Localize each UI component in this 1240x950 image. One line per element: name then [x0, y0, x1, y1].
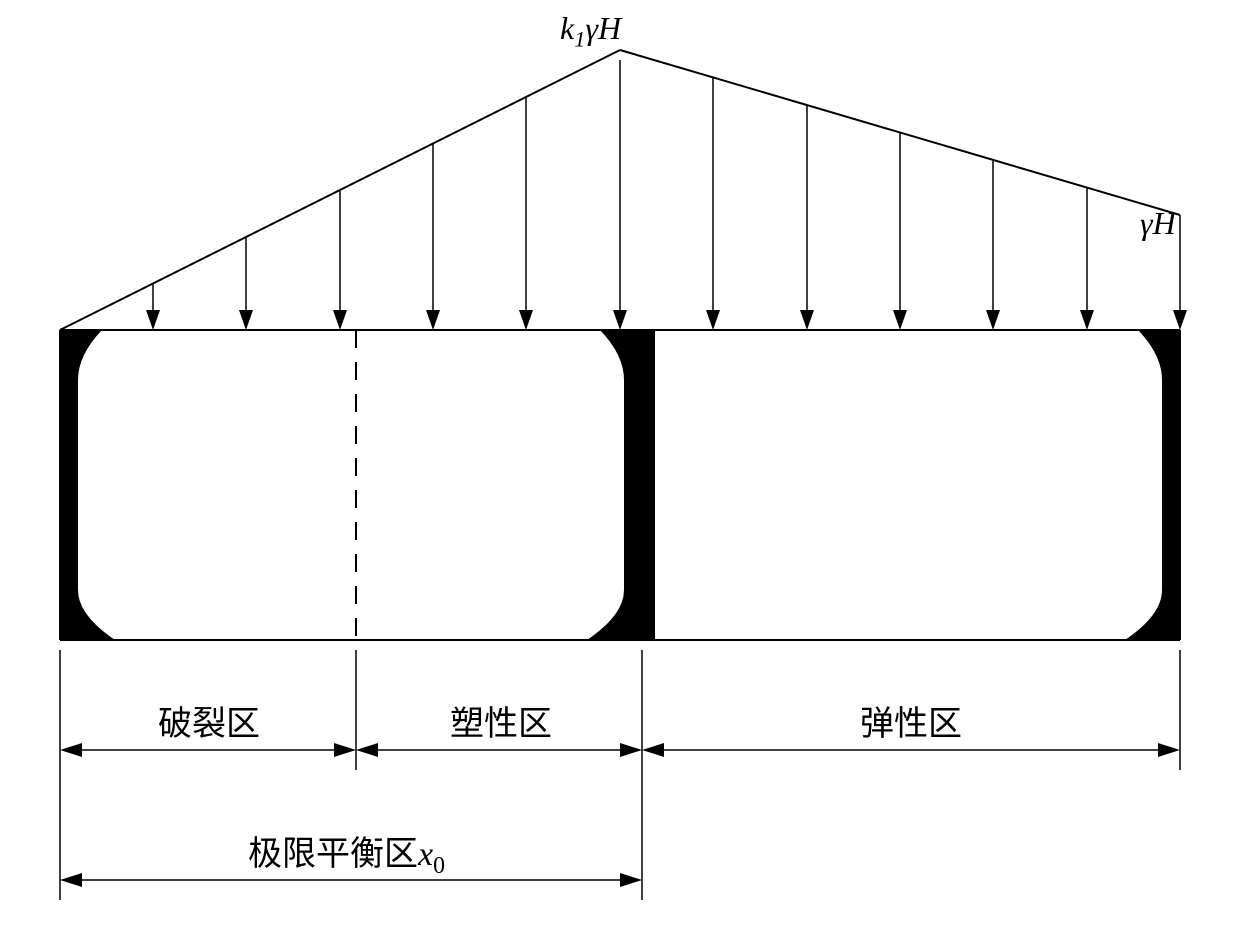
load-arrows — [146, 60, 1187, 330]
diagram-container: k1γH γH — [30, 10, 1210, 940]
elastic-zone-label: 弹性区 — [860, 696, 962, 745]
beam-structure — [60, 330, 1180, 640]
support-shapes — [60, 330, 1180, 640]
fracture-zone-label: 破裂区 — [158, 696, 260, 745]
plastic-zone-label: 塑性区 — [450, 696, 552, 745]
diagram-svg — [30, 10, 1210, 940]
limit-zone-label: 极限平衡区x0 — [248, 826, 445, 880]
